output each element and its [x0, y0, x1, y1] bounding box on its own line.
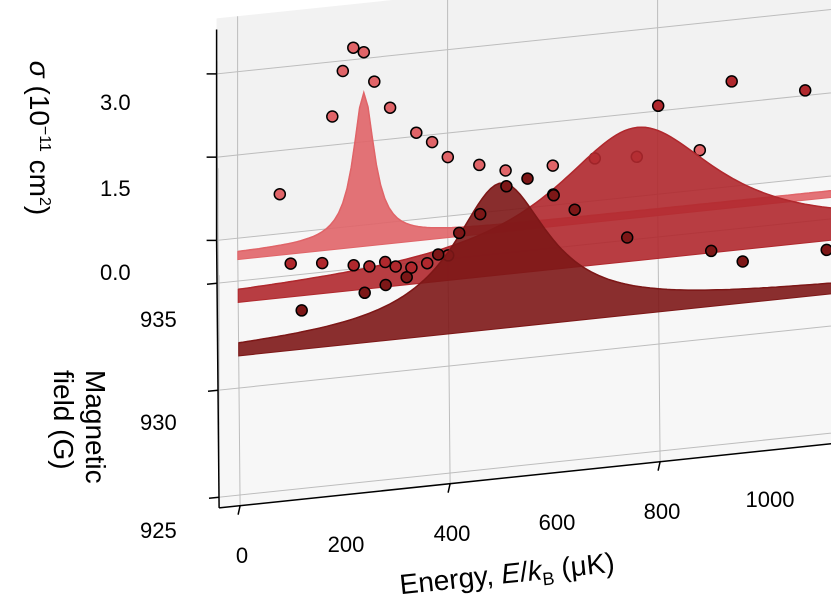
series-curve-line: [238, 182, 831, 344]
z-axis-label: σ (10−11 cm2): [24, 61, 55, 215]
x-tick-mark: [657, 461, 661, 471]
data-point: [347, 259, 360, 272]
y-axis-label: Magnetic field (G): [48, 370, 111, 484]
y-axis-line: [215, 240, 220, 508]
series-curve-line: [238, 126, 831, 291]
axes: [206, 29, 831, 515]
data-point: [284, 257, 297, 270]
x-tick-label: 800: [644, 499, 681, 524]
data-point: [363, 260, 376, 273]
data-point: [410, 126, 423, 139]
x-axis-line: [219, 443, 831, 509]
floor-pane: [216, 176, 831, 508]
data-point: [400, 270, 413, 284]
data-point: [315, 256, 329, 270]
data-point: [499, 164, 512, 177]
data-point: [547, 189, 560, 202]
data-point: [693, 143, 707, 157]
x-tick-label: 1000: [746, 487, 795, 512]
y-axis-label-line1: Magnetic: [80, 370, 111, 484]
data-point: [620, 231, 634, 244]
data-point: [546, 159, 560, 172]
data-point: [347, 41, 360, 54]
x-tick-label: 400: [434, 521, 471, 546]
y-tick-label: 930: [140, 410, 177, 435]
x-tick-mark: [447, 483, 451, 493]
data-point: [326, 110, 339, 123]
data-point: [357, 45, 371, 59]
data-point: [704, 244, 718, 258]
y-tick-mark: [207, 389, 219, 392]
data-point: [383, 101, 397, 114]
data-point: [378, 255, 392, 269]
y-tick-label: 925: [140, 518, 177, 543]
x-tick-label: 200: [328, 532, 365, 557]
data-point: [368, 75, 381, 88]
y-tick-mark: [206, 282, 218, 285]
data-point: [431, 248, 445, 261]
data-point: [820, 243, 831, 257]
x-axis-label: Energy, E/kB (μK): [398, 547, 616, 599]
data-point: [295, 304, 308, 317]
data-point: [473, 158, 486, 172]
data-point: [336, 64, 350, 78]
data-point: [736, 255, 749, 268]
data-point: [389, 260, 402, 273]
y-tick-mark: [208, 496, 220, 499]
series-931.5G: [238, 172, 831, 357]
data-point: [420, 256, 434, 270]
data-point: [473, 207, 487, 221]
x-tick-label: 0: [236, 543, 248, 568]
z-tick-label: 1.5: [100, 176, 131, 201]
data-point: [521, 172, 534, 185]
data-point: [441, 150, 455, 164]
data-point: [568, 203, 581, 216]
series-layer: [237, 41, 831, 357]
data-point: [798, 84, 812, 97]
data-point: [651, 99, 665, 113]
data-point: [725, 75, 738, 88]
z-tick-label: 3.0: [100, 90, 131, 115]
data-point: [273, 187, 287, 201]
data-point: [379, 278, 392, 292]
y-tick-label: 935: [140, 307, 177, 332]
z-tick-label: 0.0: [100, 260, 131, 285]
x-tick-label: 600: [539, 510, 576, 535]
x-tick-mark: [237, 505, 241, 515]
data-point: [425, 135, 439, 149]
data-point: [358, 286, 371, 300]
y-axis-label-line2: field (G): [48, 370, 79, 470]
data-point: [500, 180, 513, 193]
data-point: [452, 226, 466, 240]
